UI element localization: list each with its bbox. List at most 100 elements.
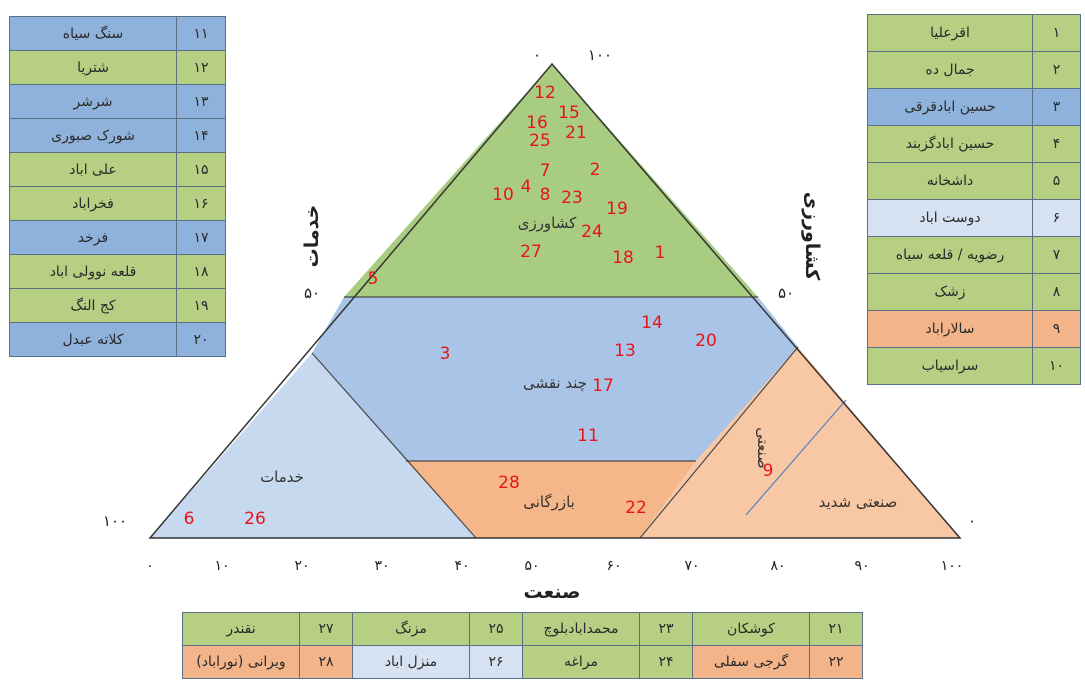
legend-row: ۲۲ گرجی سفلی ۲۴ مراغه ۲۶ منزل اباد ۲۸ ویرانی (ن… xyxy=(182,645,863,679)
village-point-label: 7 xyxy=(540,161,551,181)
village-point-label: 5 xyxy=(368,269,379,289)
legend-number: ۲۱ xyxy=(809,612,863,646)
legend-row: ۱۰ سراسیاب xyxy=(867,347,1081,385)
legend-village-name: فرخد xyxy=(9,220,177,255)
left-side-label-bottom: ۱۰۰ xyxy=(103,512,127,530)
legend-village-name: رضویه / قلعه سیاه xyxy=(867,236,1033,274)
village-point-label: 16 xyxy=(526,113,548,133)
legend-village-name: شتریا xyxy=(9,50,177,85)
zone-agriculture xyxy=(344,64,758,297)
legend-village-name: نقندر xyxy=(182,612,300,646)
boundary-line xyxy=(745,399,847,516)
legend-village-name: کوشکان xyxy=(692,612,810,646)
village-point-label: 2 xyxy=(590,160,601,180)
legend-village-name: مراغه xyxy=(522,645,640,679)
bottom-tick-label: ۲۰ xyxy=(294,558,309,574)
legend-row: ۶ دوست اباد xyxy=(867,199,1081,237)
village-point-label: 26 xyxy=(244,509,266,529)
village-point-label: 27 xyxy=(520,242,542,262)
village-point-label: 23 xyxy=(561,188,583,208)
zone-commerce xyxy=(406,461,696,538)
legend-row: ۱۷ فرخد xyxy=(9,220,226,255)
village-point-label: 8 xyxy=(540,185,551,205)
village-point-label: 25 xyxy=(529,131,551,151)
legend-row: ۸ زشک xyxy=(867,273,1081,311)
village-point-label: 4 xyxy=(521,177,532,197)
legend-row: ۱۶ فخراباد xyxy=(9,186,226,221)
legend-row: ۱۱ سنگ سیاه xyxy=(9,16,226,51)
legend-village-name: شورک صبوری xyxy=(9,118,177,153)
legend-number: ۷ xyxy=(1032,236,1081,274)
legend-row: ۲۰ کلاته عبدل xyxy=(9,322,226,357)
legend-row: ۹ سالاراباد xyxy=(867,310,1081,348)
legend-row: ۳ حسین ابادقرقی xyxy=(867,88,1081,126)
legend-village-name: حسین ابادگزبند xyxy=(867,125,1033,163)
legend-number: ۱ xyxy=(1032,14,1081,52)
legend-village-name: منزل اباد xyxy=(352,645,470,679)
zone-label-industry: صنعتی xyxy=(754,427,772,469)
village-point-label: 17 xyxy=(592,376,614,396)
legend-village-name: سراسیاب xyxy=(867,347,1033,385)
legend-village-name: محمدابادبلوچ xyxy=(522,612,640,646)
legend-row: ۱۵ علی اباد xyxy=(9,152,226,187)
legend-row: ۱۹ کج النگ xyxy=(9,288,226,323)
village-point-label: 10 xyxy=(492,185,514,205)
right-side-label-mid: ۵۰ xyxy=(778,284,794,302)
legend-village-name: دوست اباد xyxy=(867,199,1033,237)
legend-village-name: جمال ده xyxy=(867,51,1033,89)
legend-row: ۲۱ کوشکان ۲۳ محمدابادبلوچ ۲۵ مزنگ ۲۷ نقندر xyxy=(182,612,863,646)
village-point-label: 1 xyxy=(655,243,666,263)
village-point-label: 21 xyxy=(565,123,587,143)
legend-village-name: قلعه نوولی اباد xyxy=(9,254,177,289)
legend-number: ۱۳ xyxy=(176,84,226,119)
legend-number: ۱۱ xyxy=(176,16,226,51)
legend-number: ۱۸ xyxy=(176,254,226,289)
right-side-label-bottom: ۰ xyxy=(968,512,976,530)
legend-number: ۲۵ xyxy=(469,612,523,646)
village-point-label: 28 xyxy=(498,473,520,493)
legend-number: ۲۶ xyxy=(469,645,523,679)
bottom-tick-label: ۷۰ xyxy=(684,558,699,574)
zone-label-agriculture: کشاورزی xyxy=(518,214,577,232)
legend-table-bottom: ۲۱ کوشکان ۲۳ محمدابادبلوچ ۲۵ مزنگ ۲۷ نقندر ۲۲ گرج… xyxy=(182,612,863,679)
boundary-line xyxy=(639,346,799,539)
village-point-label: 15 xyxy=(558,103,580,123)
legend-row: ۵ داشخانه xyxy=(867,162,1081,200)
legend-row: ۱۸ قلعه نوولی اباد xyxy=(9,254,226,289)
legend-row: ۱۲ شتریا xyxy=(9,50,226,85)
legend-village-name: داشخانه xyxy=(867,162,1033,200)
zone-industry xyxy=(640,347,960,538)
village-point-label: 9 xyxy=(763,461,774,481)
village-point-label: 6 xyxy=(184,509,195,529)
bottom-tick-label: ۶۰ xyxy=(606,558,621,574)
bottom-tick-label: ۵۰ xyxy=(524,558,539,574)
legend-village-name: سالاراباد xyxy=(867,310,1033,348)
legend-number: ۳ xyxy=(1032,88,1081,126)
axis-title-left: خدمات xyxy=(301,205,323,268)
legend-row: ۱۳ شرشر xyxy=(9,84,226,119)
legend-number: ۲۳ xyxy=(639,612,693,646)
legend-number: ۱۵ xyxy=(176,152,226,187)
triangle-outline xyxy=(148,62,962,539)
legend-table-right: ۱ اقرعلیا ۲ جمال ده ۳ حسین ابادقرقی ۴ حسین اباد… xyxy=(867,14,1081,385)
village-point-label: 3 xyxy=(440,344,451,364)
legend-number: ۱۴ xyxy=(176,118,226,153)
village-point-label: 18 xyxy=(612,248,634,268)
bottom-tick-label: ۰ xyxy=(146,558,154,574)
zone-label-heavy-industry: صنعتی شدید xyxy=(819,493,898,511)
legend-number: ۲۴ xyxy=(639,645,693,679)
legend-village-name: سنگ سیاه xyxy=(9,16,177,51)
legend-number: ۲ xyxy=(1032,51,1081,89)
legend-number: ۹ xyxy=(1032,310,1081,348)
bottom-tick-label: ۹۰ xyxy=(854,558,869,574)
legend-row: ۷ رضویه / قلعه سیاه xyxy=(867,236,1081,274)
boundary-line xyxy=(311,352,477,539)
legend-row: ۱۴ شورک صبوری xyxy=(9,118,226,153)
zone-multi xyxy=(312,297,798,461)
legend-number: ۲۰ xyxy=(176,322,226,357)
bottom-tick-label: ۴۰ xyxy=(454,558,469,574)
legend-number: ۲۲ xyxy=(809,645,863,679)
village-point-label: 24 xyxy=(581,222,603,242)
village-point-label: 12 xyxy=(534,83,556,103)
